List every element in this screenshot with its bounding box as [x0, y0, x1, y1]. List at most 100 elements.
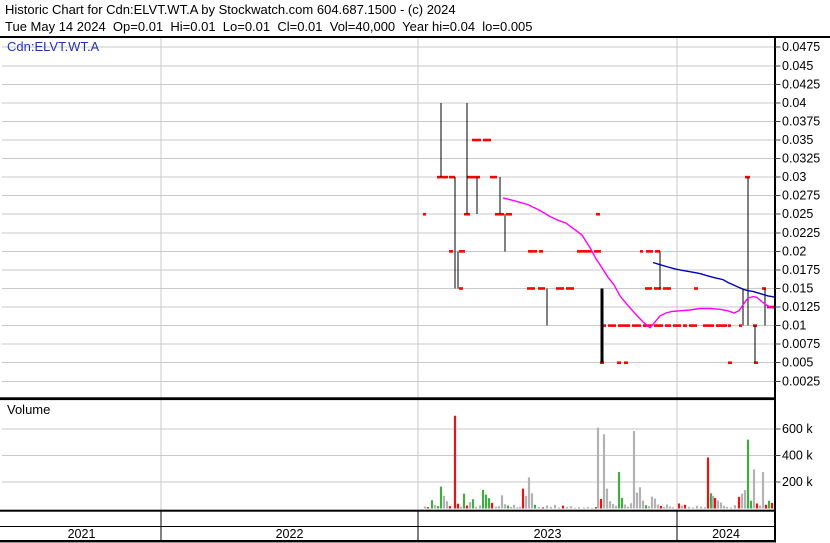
volume-bar: [671, 507, 675, 509]
volume-bar: [453, 415, 457, 509]
price-axis-label: 0.005: [782, 356, 813, 370]
volume-bar: [448, 506, 452, 509]
volume-bar: [456, 503, 460, 509]
price-axis-label: 0.0475: [782, 40, 820, 54]
volume-bar: [553, 504, 557, 509]
volume-bar: [561, 505, 565, 509]
volume-bar: [569, 506, 573, 509]
volume-bar: [478, 505, 482, 509]
volume-bar: [716, 500, 720, 509]
price-axis-label: 0.0175: [782, 263, 820, 277]
price-axis-label: 0.01: [782, 319, 806, 333]
volume-bar: [620, 497, 624, 509]
volume-bar: [462, 493, 466, 509]
price-axis-label: 0.035: [782, 133, 813, 147]
volume-bar: [530, 493, 534, 509]
price-axis-label: 0.0425: [782, 77, 820, 91]
volume-axis-label: 400 k: [782, 449, 813, 463]
trade-price-mark: [596, 212, 600, 216]
trade-price-mark: [665, 324, 671, 327]
volume-bar: [527, 477, 531, 509]
volume-bar: [711, 495, 715, 509]
trade-price-mark: [673, 324, 681, 327]
volume-bar: [594, 507, 598, 509]
volume-bar: [500, 495, 504, 509]
volume-bar: [699, 506, 703, 509]
volume-bar: [614, 505, 618, 509]
volume-bar: [650, 496, 654, 509]
price-axis-label: 0.0275: [782, 189, 820, 203]
volume-bar: [749, 500, 753, 509]
volume-bar: [549, 506, 553, 509]
volume-axis-label: 200 k: [782, 475, 813, 489]
volume-bar: [512, 504, 516, 509]
volume-bar: [577, 507, 581, 509]
volume-bar: [770, 502, 774, 509]
volume-bar: [573, 507, 577, 509]
volume-bar: [635, 492, 639, 509]
volume-bar: [439, 486, 443, 509]
volume-bar: [611, 503, 615, 509]
volume-bar: [599, 498, 603, 509]
volume-bar: [484, 494, 488, 509]
header-title: Historic Chart for Cdn:ELVT.WT.A by Stoc…: [5, 2, 456, 17]
volume-bar: [509, 506, 513, 509]
volume-bar: [638, 487, 642, 509]
volume-bar: [629, 503, 633, 509]
volume-bar: [521, 488, 525, 509]
volume-bar: [632, 430, 636, 509]
volume-bar: [617, 472, 621, 509]
volume-bar: [709, 493, 713, 509]
volume-bar: [644, 505, 648, 509]
volume-bar: [662, 506, 666, 509]
trade-price-mark: [645, 287, 652, 290]
volume-bar: [586, 506, 590, 509]
volume-bar: [596, 427, 600, 509]
volume-bar: [746, 439, 750, 509]
price-axis-label: 0.02: [782, 244, 806, 258]
price-axis-label: 0.03: [782, 170, 806, 184]
volume-bar: [719, 502, 723, 509]
volume-bar: [752, 469, 756, 509]
volume-bar: [465, 505, 469, 509]
trade-price-mark: [459, 287, 463, 290]
price-axis-label: 0.025: [782, 207, 813, 221]
trade-price-mark: [437, 175, 448, 179]
volume-bar: [653, 498, 657, 509]
volume-bar: [641, 500, 645, 509]
volume-bar: [764, 504, 768, 509]
volume-bar: [481, 489, 485, 509]
volume-bar: [497, 506, 501, 509]
volume-bar: [541, 507, 545, 509]
plot-bottom-border: [0, 540, 776, 543]
trade-price-mark: [728, 361, 732, 365]
volume-bar: [605, 488, 609, 509]
price-axis-label: 0.015: [782, 281, 813, 295]
price-axis-label: 0.0325: [782, 152, 820, 166]
trade-price-mark: [762, 287, 766, 290]
trade-price-mark: [594, 250, 601, 253]
volume-bar: [695, 505, 699, 509]
volume-bar: [758, 505, 762, 509]
volume-bar: [733, 505, 737, 509]
volume-bar: [524, 495, 528, 509]
volume-bar: [602, 434, 606, 509]
volume-bar: [545, 505, 549, 509]
trade-price-mark: [618, 324, 630, 327]
trade-price-mark: [556, 287, 564, 290]
volume-bar: [459, 506, 463, 509]
trade-price-mark: [538, 287, 545, 290]
trade-price-mark: [449, 250, 453, 253]
trade-price-mark: [527, 287, 535, 290]
volume-bar: [503, 504, 507, 509]
volume-bar: [740, 493, 744, 509]
volume-axis-label: 600 k: [782, 422, 813, 436]
volume-bar: [474, 506, 478, 509]
volume-bar: [668, 506, 672, 509]
year-axis-label: 2021: [68, 527, 96, 541]
header-quote-summary: Tue May 14 2024 Op=0.01 Hi=0.01 Lo=0.01 …: [5, 19, 533, 34]
volume-bar: [626, 506, 630, 509]
volume-bar: [743, 489, 747, 509]
